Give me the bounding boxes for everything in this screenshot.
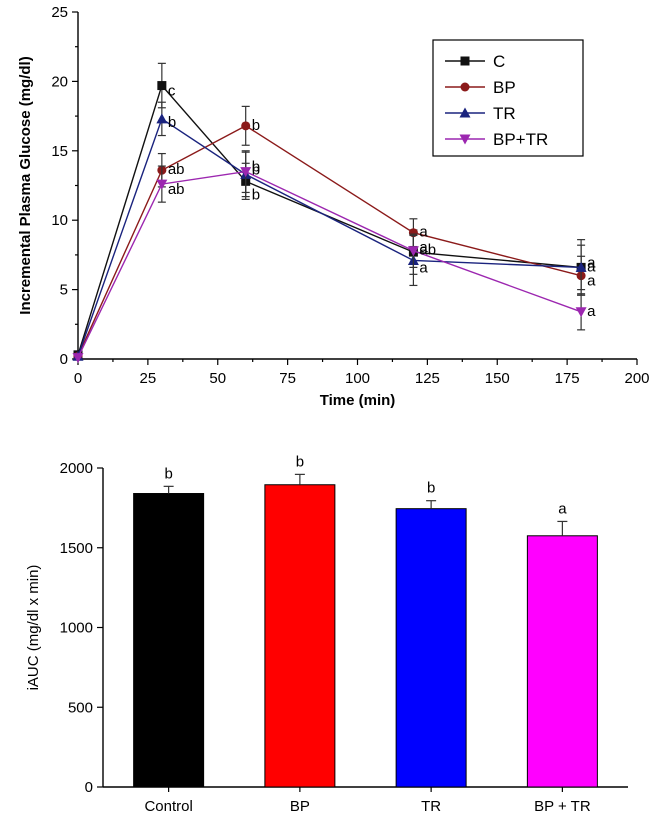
bar-bp-tr [526, 535, 598, 788]
data-point-bp [241, 121, 251, 131]
significance-label-tr: b [427, 480, 435, 497]
legend-marker-bp-tr [459, 134, 471, 145]
significance-label-tr: b [168, 114, 176, 131]
data-point-c [157, 81, 167, 91]
x-tick-label: 175 [555, 370, 580, 387]
line-chart-axes: 0 5 10 15 20 25 0 25 50 75 100 125 150 175 200 Time (mi… [17, 4, 650, 409]
legend-marker-tr [459, 107, 471, 118]
x-tick-label: 100 [345, 370, 370, 387]
bar-chart-bars: b b b a [133, 453, 598, 788]
significance-label-bp: a [587, 273, 596, 290]
x-axis-title: Time (min) [320, 392, 396, 409]
significance-label-control: b [164, 465, 172, 482]
y-tick-label: 5 [60, 282, 68, 299]
legend-label-c: C [493, 52, 505, 71]
significance-label-bp: b [296, 453, 304, 470]
significance-label-c: a [419, 239, 428, 256]
y-axis-title: iAUC (mg/dl x min) [25, 565, 42, 691]
significance-label-c: a [587, 254, 596, 271]
x-tick-label: Control [144, 798, 192, 815]
significance-label-bp-tr: ab [419, 242, 436, 259]
bar-control [133, 493, 205, 788]
y-tick-label: 0 [85, 779, 93, 796]
significance-label-c: c [168, 83, 176, 100]
significance-label-tr: b [252, 161, 260, 178]
significance-label-bp-tr: ab [168, 181, 185, 198]
bar-group-bp: b [264, 453, 336, 788]
y-tick-label: 10 [51, 212, 68, 229]
x-tick-label: TR [421, 798, 441, 815]
significance-label-tr: a [419, 259, 428, 276]
y-tick-label: 1000 [60, 620, 93, 637]
x-tick-label: BP [290, 798, 310, 815]
data-point-bp-tr [407, 246, 419, 257]
significance-label-tr: a [587, 258, 596, 275]
line-chart: 0 5 10 15 20 25 0 25 50 75 100 125 150 175 200 Time (mi… [17, 4, 650, 409]
bar-bp [264, 484, 336, 788]
significance-label-bp-tr: b [252, 159, 260, 176]
x-tick-label: 200 [624, 370, 649, 387]
data-point-bp-tr [240, 167, 252, 178]
significance-label-bp-tr: a [587, 303, 596, 320]
y-tick-label: 2000 [60, 460, 93, 477]
significance-label-bp-tr: a [558, 500, 567, 517]
x-tick-label: 75 [279, 370, 296, 387]
x-tick-label: 50 [209, 370, 226, 387]
x-tick-label: 25 [140, 370, 157, 387]
significance-label-bp: ab [168, 161, 185, 178]
y-tick-label: 1500 [60, 540, 93, 557]
x-tick-label: 150 [485, 370, 510, 387]
significance-label-bp: b [252, 117, 260, 134]
bar-chart: 0 500 1000 1500 2000 iAUC (mg/dl x min) Contro… [25, 453, 628, 815]
series-line-bp [77, 125, 582, 357]
data-point-tr [575, 261, 587, 272]
y-tick-label: 20 [51, 73, 68, 90]
y-tick-label: 25 [51, 4, 68, 21]
data-point-bp-tr [72, 353, 84, 364]
legend-label-bp: BP [493, 78, 516, 97]
legend-marker-c [460, 56, 470, 66]
y-tick-label: 500 [68, 699, 93, 716]
bar-group-tr: b [395, 480, 467, 788]
significance-label-bp: a [419, 224, 428, 241]
bar-group-control: b [133, 465, 205, 788]
y-tick-label: 0 [60, 351, 68, 368]
significance-label-c: b [252, 186, 260, 203]
data-point-bp-tr [156, 179, 168, 190]
x-tick-label: BP + TR [534, 798, 591, 815]
x-tick-label: 125 [415, 370, 440, 387]
data-point-bp-tr [575, 307, 587, 318]
legend-box [432, 39, 584, 157]
bar-group-bp-tr: a [526, 500, 598, 788]
x-tick-label: 0 [74, 370, 82, 387]
data-point-tr [156, 113, 168, 124]
legend-label-tr: TR [493, 104, 516, 123]
legend-label-bp-tr: BP+TR [493, 130, 548, 149]
y-tick-label: 15 [51, 143, 68, 160]
legend-marker-bp [460, 82, 470, 92]
line-chart-legend: C BP TR BP+TR [432, 39, 584, 157]
bar-tr [395, 508, 467, 788]
y-axis-title: Incremental Plasma Glucose (mg/dl) [17, 56, 34, 314]
